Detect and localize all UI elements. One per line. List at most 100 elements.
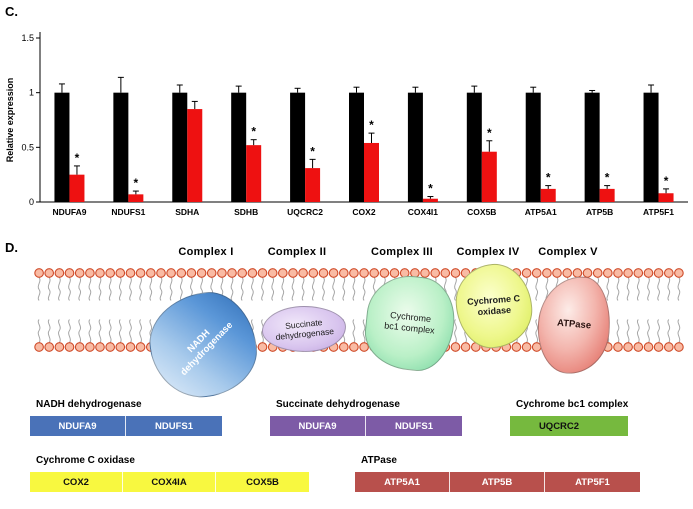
lipid-tail <box>169 277 173 301</box>
bar-knockdown <box>187 109 203 202</box>
bar-control <box>407 92 423 202</box>
complex-iii-label: Complex III <box>371 246 433 258</box>
bar-knockdown <box>305 168 321 202</box>
category-label: UQCRC2 <box>287 207 323 217</box>
lipid-tail <box>149 277 153 301</box>
lipid-head <box>633 268 644 278</box>
lipid-head <box>349 342 359 352</box>
lipid-head <box>95 268 105 278</box>
lipid-head <box>420 268 430 278</box>
lipid-head <box>54 268 65 278</box>
lipid-head <box>44 342 55 352</box>
lipid-tail <box>58 277 61 301</box>
lipid-head <box>44 268 55 278</box>
legend-succinate-dehydrogenase: Succinate dehydrogenase NDUFA9 NDUFS1 <box>270 399 462 436</box>
lipid-head <box>613 268 623 278</box>
gene-cell: NDUFA9 <box>30 416 126 436</box>
lipid-tail <box>636 319 640 343</box>
bar-control <box>525 92 541 202</box>
lipid-head <box>257 342 268 352</box>
lipid-tail <box>677 277 681 301</box>
lipid-head <box>288 268 298 278</box>
blob-label-line2: oxidase <box>477 304 512 318</box>
lipid-tail <box>108 319 112 343</box>
lipid-head <box>663 268 674 278</box>
lipid-tail <box>636 277 640 301</box>
lipid-head <box>328 268 339 278</box>
legend-table: UQCRC2 <box>510 416 629 436</box>
lipid-tail <box>251 277 254 301</box>
bar-knockdown <box>246 145 262 202</box>
lipid-tail <box>454 277 457 301</box>
lipid-tail <box>118 319 122 343</box>
lipid-head <box>54 342 65 352</box>
legend-table: COX2 COX4IA COX5B <box>30 472 309 492</box>
legend-table: NDUFA9 NDUFS1 <box>30 416 222 436</box>
lipid-tail <box>68 277 71 301</box>
category-label: COX2 <box>352 207 375 217</box>
lipid-head <box>145 268 156 278</box>
lipid-head <box>267 268 278 278</box>
lipid-tail <box>88 319 92 343</box>
bar-control <box>584 92 600 202</box>
lipid-head <box>74 268 85 278</box>
lipid-head <box>74 342 85 352</box>
cychrome-bc1-complex-blob-label: Cychrome bc1 complex <box>384 310 437 337</box>
relative-expression-bar-chart: 0 0.5 1 1.5 Relative expression * NDUFA9 * NDUFS… <box>5 32 688 217</box>
gene-cell: ATP5F1 <box>575 476 610 488</box>
lipid-head <box>125 268 136 278</box>
lipid-tail <box>626 277 630 301</box>
lipid-tail <box>88 277 92 301</box>
lipid-head <box>247 268 258 278</box>
lipid-tail <box>657 277 660 301</box>
lipid-head <box>135 268 146 278</box>
bar-knockdown <box>599 188 615 202</box>
lipid-tail <box>108 277 112 301</box>
lipid-tail <box>261 277 264 301</box>
lipid-head <box>206 268 217 278</box>
lipid-head <box>359 268 369 278</box>
gene-cell: COX4IA <box>123 472 216 492</box>
lipid-head <box>64 268 75 278</box>
lipid-tail <box>78 277 82 301</box>
bar-control <box>172 92 188 202</box>
category-label: ATP5A1 <box>525 207 557 217</box>
significance-asterisk: * <box>664 174 669 188</box>
lipid-tail <box>129 277 132 301</box>
lipid-tail <box>616 277 620 301</box>
lipid-tail <box>240 277 244 301</box>
gene-cell: ATP5A1 <box>355 472 450 492</box>
lipid-tail <box>98 277 102 301</box>
lipid-head <box>633 342 644 352</box>
lipid-tail <box>657 319 660 343</box>
lipid-head <box>156 268 166 278</box>
succinate-dehydrogenase-blob-label: Succinate dehydrogenase <box>274 316 334 342</box>
lipid-head <box>338 342 349 352</box>
lipid-head <box>663 342 674 352</box>
lipid-tail <box>301 277 305 301</box>
lipid-head <box>135 342 146 352</box>
lipid-tail <box>311 277 315 301</box>
lipid-tail <box>454 319 457 343</box>
category-label: ATP5F1 <box>643 207 674 217</box>
lipid-tail <box>332 277 335 301</box>
category-label: SDHB <box>234 207 258 217</box>
category-label: ATP5B <box>586 207 613 217</box>
significance-asterisk: * <box>75 151 80 165</box>
legend-title: Cychrome bc1 complex <box>516 399 629 410</box>
lipid-head <box>308 268 319 278</box>
blob-label-line1: ATPase <box>556 317 592 332</box>
lipid-head <box>257 268 268 278</box>
lipid-head <box>85 268 95 278</box>
lipid-head <box>592 268 603 278</box>
gene-cell: NDUFS1 <box>394 420 433 432</box>
legend-nadh-dehydrogenase: NADH dehydrogenase NDUFA9 NDUFS1 <box>30 399 222 436</box>
category-label: NDUFS1 <box>111 207 145 217</box>
lipid-head <box>186 268 197 278</box>
y-tick-label: 0 <box>29 197 34 207</box>
gene-cell: COX2 <box>30 472 123 492</box>
bar-knockdown <box>364 142 379 202</box>
blob-label-line1: Succinate <box>284 316 323 331</box>
lipid-head <box>349 268 359 278</box>
